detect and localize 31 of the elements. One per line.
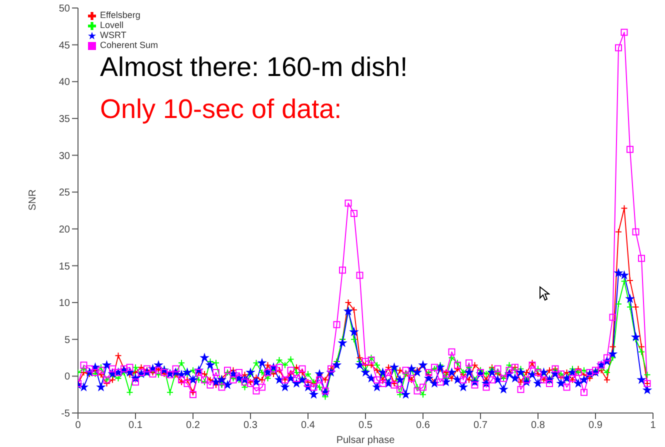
x-tick-label: 0.3 <box>244 420 258 432</box>
x-tick-label: 0.9 <box>588 420 603 432</box>
legend-label: Coherent Sum <box>100 40 158 50</box>
x-tick-label: 1 <box>650 420 656 432</box>
x-tick-label: 0.6 <box>416 420 430 432</box>
y-tick-label: 50 <box>58 4 70 15</box>
x-tick-label: 0.5 <box>358 420 373 432</box>
y-tick-label: 10 <box>58 298 70 310</box>
y-tick-label: 5 <box>64 334 70 346</box>
y-tick-label: 40 <box>58 77 70 88</box>
x-tick-label: 0.4 <box>301 420 316 432</box>
x-axis-title: Pulsar phase <box>336 435 396 446</box>
y-tick-label: -5 <box>61 408 70 420</box>
y-tick-label: 0 <box>64 372 70 383</box>
y-axis-title: SNR <box>28 189 39 210</box>
legend-label: Lovell <box>100 20 124 30</box>
y-tick-label: 30 <box>58 150 70 162</box>
y-tick-label: 35 <box>58 114 70 126</box>
y-tick-label: 20 <box>58 224 70 236</box>
y-tick-label: 15 <box>58 261 70 272</box>
x-tick-label: 0.1 <box>128 420 143 432</box>
y-tick-label: 25 <box>58 188 70 199</box>
annotation: Almost there: 160-m dish! <box>100 52 408 83</box>
annotation: Only 10-sec of data: <box>100 94 342 125</box>
legend-label: Effelsberg <box>100 10 140 20</box>
legend-label: WSRT <box>100 30 126 40</box>
x-tick-label: 0.8 <box>531 420 546 432</box>
x-tick-label: 0.2 <box>186 420 200 432</box>
x-tick-label: 0.7 <box>474 420 488 432</box>
y-tick-label: 45 <box>58 40 70 52</box>
x-tick-label: 0 <box>75 420 82 432</box>
